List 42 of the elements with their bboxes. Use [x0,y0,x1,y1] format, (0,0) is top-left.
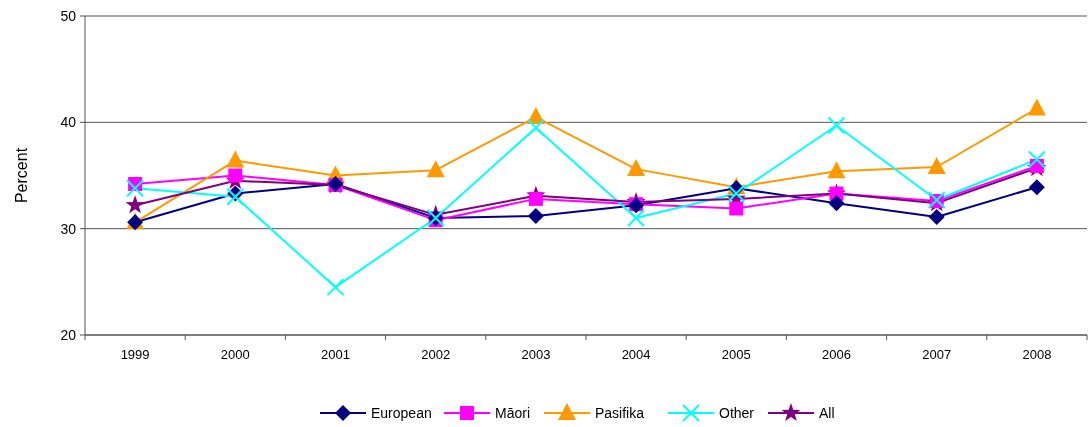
point [727,184,746,203]
x-tick-label: 2005 [721,347,751,362]
x-tick-label: 2007 [922,347,952,362]
point [1027,98,1046,116]
point [928,208,945,225]
point [526,118,545,137]
point [228,168,243,183]
point [927,156,946,174]
legend-label: Pasifika [595,404,645,421]
x-tick-label: 1999 [120,347,150,362]
point [226,150,245,168]
point [125,195,145,214]
legend-label: Māori [495,404,531,421]
point [326,278,345,297]
point [1027,150,1046,169]
x-tick-label: 2001 [321,347,350,362]
legend-label: Other [719,404,755,421]
point [226,187,245,206]
y-tick-label: 50 [60,7,77,24]
legend-label: All [819,404,835,421]
point [828,195,845,212]
point [729,201,744,216]
legend-label: European [371,404,432,421]
point [627,209,646,228]
y-tick-label: 40 [60,114,77,131]
x-tick-label: 2004 [621,347,651,362]
point [527,207,544,224]
x-tick-label: 2003 [521,347,551,362]
x-tick-label: 2000 [220,347,250,362]
point [126,179,145,198]
x-tick-label: 2008 [1022,347,1052,362]
point [426,160,445,178]
point [827,116,846,135]
x-tick-label: 2002 [421,347,451,362]
x-tick-label: 2006 [822,347,851,362]
point [528,191,543,206]
point [627,159,646,177]
y-axis-title: Percent [13,147,30,204]
y-tick-label: 20 [60,326,77,343]
point [827,161,846,179]
point [1028,179,1045,196]
y-tick-label: 30 [60,220,77,237]
